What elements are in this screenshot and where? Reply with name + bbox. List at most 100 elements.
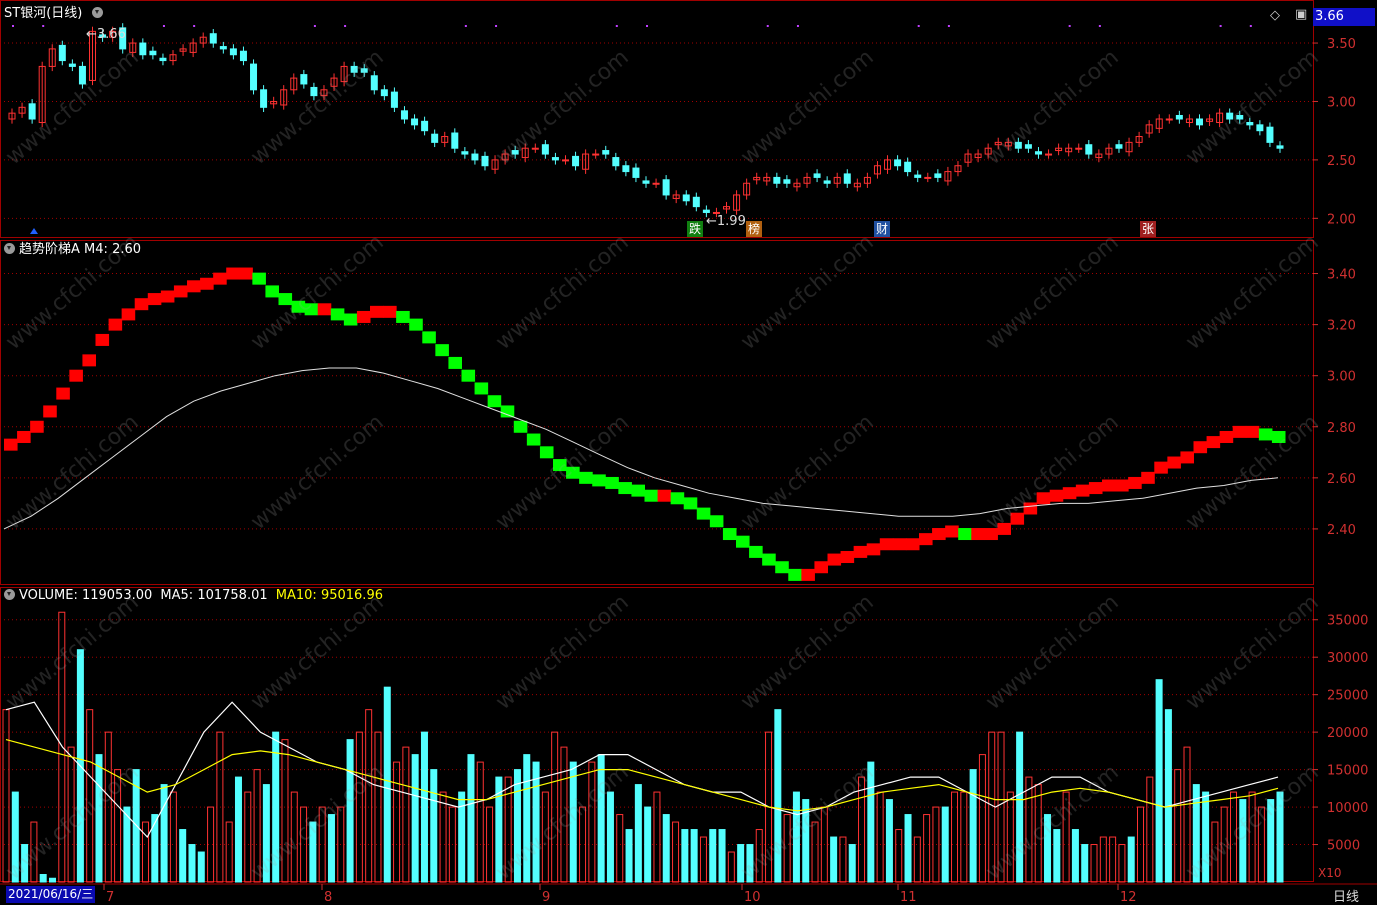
trend-step bbox=[892, 538, 907, 551]
candle-body bbox=[1175, 114, 1183, 120]
window-icon[interactable]: ▣ bbox=[1295, 7, 1308, 22]
trend-step bbox=[213, 272, 227, 285]
tag-cai[interactable]: 财 bbox=[874, 221, 890, 237]
volume-bar bbox=[1053, 829, 1061, 883]
volume-bar bbox=[997, 731, 1005, 883]
candle-body bbox=[763, 176, 771, 182]
candle-body bbox=[471, 153, 479, 161]
volume-bar bbox=[11, 791, 19, 883]
volume-bar bbox=[709, 829, 717, 883]
candle-body bbox=[884, 159, 892, 170]
cursor-date: 2021/06/16/三 bbox=[6, 886, 96, 903]
candle-body bbox=[1125, 141, 1133, 153]
trend-step bbox=[1206, 436, 1221, 449]
trend-step bbox=[1088, 482, 1103, 495]
signal-dot bbox=[193, 25, 196, 27]
trend-step bbox=[304, 303, 319, 316]
candle-body bbox=[481, 155, 489, 167]
trend-step bbox=[618, 482, 632, 495]
volume-bar bbox=[234, 776, 242, 883]
y-tick-label-panel3: 20000 bbox=[1327, 726, 1368, 741]
volume-bar bbox=[951, 791, 959, 883]
volume-bar bbox=[904, 814, 912, 883]
volume-bar bbox=[467, 754, 475, 883]
trend-step bbox=[95, 333, 110, 346]
candle-body bbox=[733, 194, 741, 211]
signal-dot bbox=[1098, 25, 1101, 27]
candle-body bbox=[78, 65, 86, 85]
volume-bar bbox=[523, 754, 531, 883]
period-label[interactable]: 日线 bbox=[1332, 890, 1359, 905]
ma10-value: 95016.96 bbox=[320, 588, 383, 603]
trend-step bbox=[592, 474, 606, 487]
volume-bar bbox=[1202, 791, 1210, 883]
panel3-menu-icon[interactable] bbox=[4, 589, 15, 600]
volume-bar bbox=[895, 829, 903, 883]
trend-step bbox=[631, 484, 645, 497]
candle-body bbox=[99, 34, 107, 38]
candle-body bbox=[1165, 118, 1173, 121]
volume-bar bbox=[644, 806, 652, 883]
volume-bar bbox=[114, 769, 122, 883]
volume-value: 119053.00 bbox=[81, 588, 153, 603]
panel3-header: VOLUME: 119053.00 MA5: 101758.01 MA10: 9… bbox=[4, 588, 383, 604]
volume-bar bbox=[495, 776, 503, 883]
trend-step bbox=[409, 318, 423, 331]
y-tick-label-panel1: 2.50 bbox=[1327, 154, 1356, 169]
volume-bar bbox=[411, 754, 419, 883]
candle-body bbox=[702, 209, 710, 213]
candle-body bbox=[984, 147, 992, 155]
y-tick-label-panel3: 5000 bbox=[1327, 839, 1360, 854]
panel2-menu-icon[interactable] bbox=[4, 243, 15, 254]
volume-bar bbox=[737, 844, 745, 883]
volume-bar bbox=[48, 877, 56, 883]
candle-body bbox=[823, 180, 831, 184]
tag-zhang[interactable]: 张 bbox=[1140, 221, 1156, 237]
candle-body bbox=[803, 176, 811, 184]
tag-die[interactable]: 跌 bbox=[687, 221, 703, 237]
tag-bang[interactable]: 榜 bbox=[746, 221, 762, 237]
candle-body bbox=[813, 173, 821, 178]
candle-body bbox=[964, 153, 972, 163]
arrow-up-icon bbox=[30, 228, 38, 234]
y-tick-label-panel1: 3.00 bbox=[1327, 95, 1356, 110]
diamond-icon[interactable]: ◇ bbox=[1270, 8, 1280, 23]
candle-body bbox=[924, 176, 932, 179]
volume-bar bbox=[923, 814, 931, 883]
candle-body bbox=[370, 75, 378, 91]
candle-body bbox=[159, 57, 167, 62]
volume-bar bbox=[1183, 746, 1191, 883]
candle-body bbox=[1065, 147, 1073, 153]
candle-body bbox=[179, 48, 187, 52]
signal-dot bbox=[1249, 25, 1252, 27]
volume-bar bbox=[300, 806, 308, 883]
candle-body bbox=[451, 132, 459, 149]
volume-bar bbox=[272, 731, 280, 883]
volume-bar bbox=[402, 746, 410, 883]
trend-step bbox=[553, 459, 567, 472]
candle-body bbox=[491, 159, 499, 170]
trend-step bbox=[121, 308, 136, 321]
signal-dot bbox=[646, 25, 648, 27]
y-tick-label-panel2: 3.40 bbox=[1327, 268, 1356, 283]
candle-body bbox=[642, 180, 650, 184]
volume-bar bbox=[39, 874, 47, 883]
candle-body bbox=[511, 150, 519, 155]
x10-label: X10 bbox=[1318, 866, 1342, 880]
volume-bar bbox=[476, 761, 484, 883]
candle-body bbox=[411, 118, 419, 126]
trend-step bbox=[657, 489, 672, 502]
volume-bar bbox=[504, 776, 512, 883]
candle-body bbox=[783, 179, 791, 184]
panel1-menu-icon[interactable] bbox=[92, 7, 104, 18]
volume-bar bbox=[365, 709, 373, 883]
candle-body bbox=[1024, 144, 1032, 149]
candle-body bbox=[1014, 141, 1022, 149]
volume-bar bbox=[1257, 806, 1265, 883]
volume-bar bbox=[792, 791, 800, 883]
candle-body bbox=[169, 54, 177, 62]
candle-body bbox=[219, 46, 227, 50]
y-tick-label-panel2: 2.80 bbox=[1327, 421, 1356, 436]
trend-step bbox=[1245, 425, 1260, 438]
